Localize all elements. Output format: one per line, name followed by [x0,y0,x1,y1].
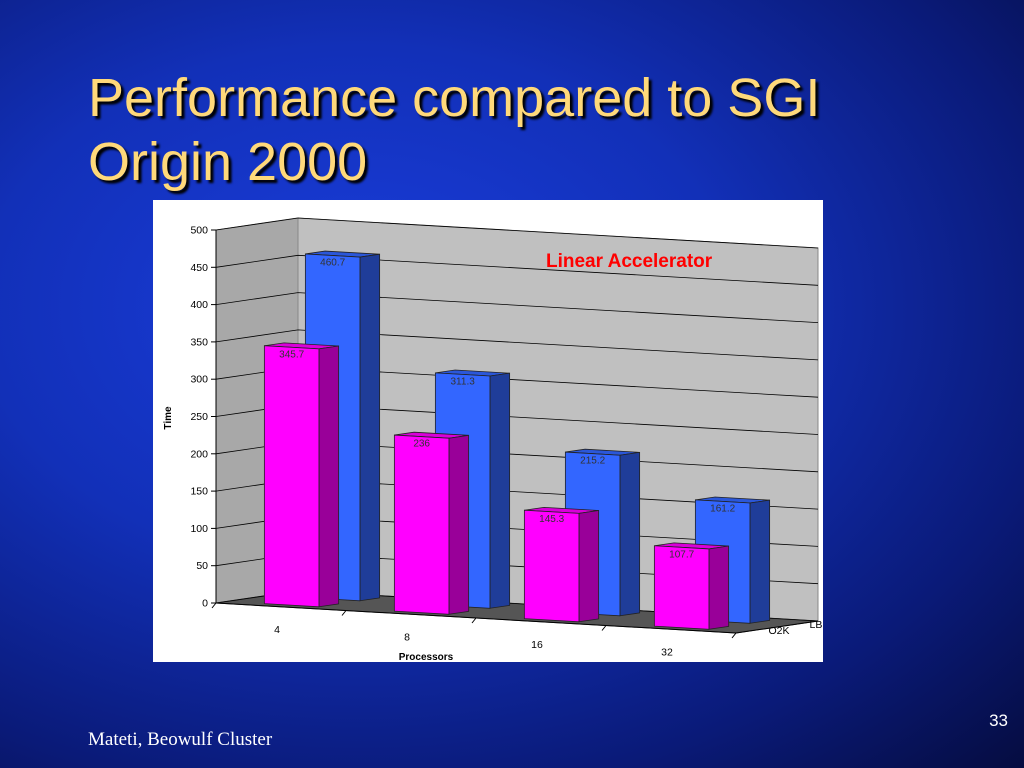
bar-o2k-32: 107.7 [653,542,730,630]
bar-o2k-16: 145.3 [523,506,600,623]
bar-front [653,545,710,630]
y-tick-label: 50 [196,560,208,572]
y-tick-label: 0 [202,598,208,610]
page-number: 33 [989,711,1008,730]
gridline [215,292,819,323]
y-tick-label: 350 [190,336,208,348]
bar-front [393,434,450,615]
x-tick-label: 4 [274,624,280,636]
series-label: O2K [769,625,790,637]
y-tick-label: 100 [190,523,208,535]
bar-side [708,545,730,630]
series-label: LBP Myrinet [810,619,824,631]
title-line-1: Performance compared to SGI [88,68,821,128]
bar-side [619,451,641,617]
y-tick-label: 450 [190,262,208,274]
bar-front [263,345,320,608]
x-tick-mark [471,617,477,624]
x-axis-ticks: 4 8 16 32 [211,602,737,658]
x-axis-label: Processors [399,652,454,662]
x-tick-label: 16 [531,639,543,651]
y-tick-label: 500 [190,225,208,237]
x-tick-mark [211,602,217,609]
bar-side [578,510,600,623]
bar-o2k-8: 236 [393,431,470,615]
x-tick-mark [341,610,347,616]
x-tick-mark [601,625,607,631]
data-label: 460.7 [320,258,345,269]
bar-side [749,499,771,624]
data-label: 236 [413,439,430,450]
data-label: 345.7 [279,349,304,360]
data-label: 311.3 [451,376,476,387]
y-tick-label: 200 [190,448,208,460]
data-label: 215.2 [580,456,605,467]
chart-container: 0 50 100 150 200 250 300 350 400 450 500 460.7 311.… [153,200,823,662]
data-label: 161.2 [710,503,735,514]
x-tick-mark [731,632,737,639]
bar-side [489,372,511,609]
data-label: 107.7 [669,549,694,560]
series-depth-labels: O2K LBP Myrinet [735,619,824,637]
footer-text: Mateti, Beowulf Cluster [88,729,273,750]
data-label: 145.3 [539,514,564,525]
bar-side [448,434,470,615]
y-tick-label: 400 [190,299,208,311]
chart-bars: 460.7 311.3 215.2 161.2 345.7 236 145.3 107.7 [263,250,771,630]
x-tick-label: 32 [661,646,673,658]
bar-o2k-4: 345.7 [263,342,340,608]
title-line-2: Origin 2000 [88,132,368,192]
y-tick-label: 250 [190,411,208,423]
bar-side [359,253,381,602]
y-axis-label: Time [163,406,174,430]
y-tick-label: 150 [190,486,208,498]
z-axis-line [735,620,819,634]
y-axis-ticks: 0 50 100 150 200 250 300 350 400 450 500 [190,225,217,610]
slide-title: Performance compared to SGI Origin 2000 [88,66,988,194]
y-tick-label: 300 [190,374,208,386]
gridline [215,217,819,249]
bar-side [318,345,340,608]
bar-chart: 0 50 100 150 200 250 300 350 400 450 500 460.7 311.… [163,217,824,662]
gridline [215,254,819,286]
x-tick-label: 8 [404,631,410,643]
chart-title: Linear Accelerator [546,251,713,272]
gridline [215,329,819,361]
bar-front [523,509,580,623]
